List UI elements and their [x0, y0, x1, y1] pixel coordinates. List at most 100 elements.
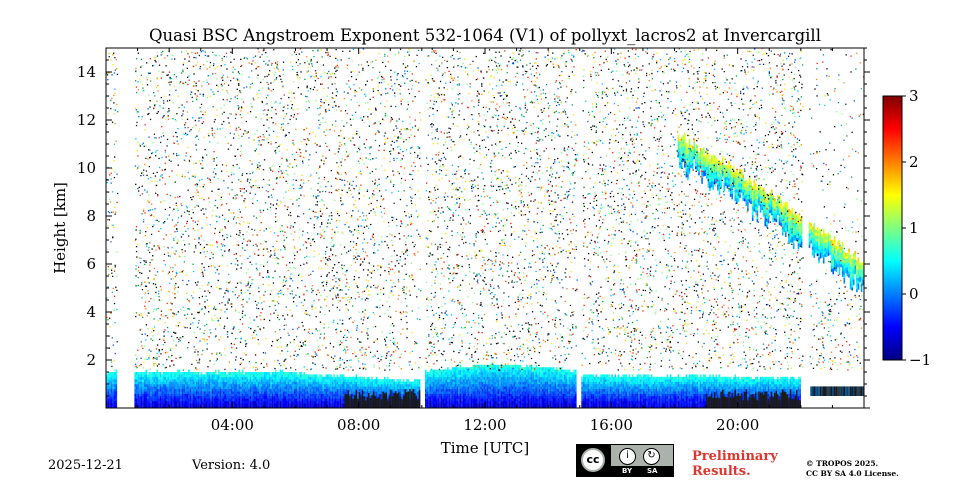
- bl-cell: [455, 388, 457, 392]
- bl-cell: [535, 369, 538, 373]
- bl-cell: [297, 374, 299, 378]
- bl-cell: [575, 400, 577, 404]
- bl-cell: [654, 376, 656, 380]
- bl-cell: [549, 391, 552, 394]
- bl-cell: [475, 393, 478, 397]
- bl-cell: [582, 386, 585, 390]
- bl-cell: [635, 400, 637, 404]
- bl-cell: [549, 393, 552, 397]
- bl-cell: [537, 393, 539, 397]
- bl-cell: [511, 405, 514, 408]
- bl-cell: [527, 374, 530, 378]
- bl-cell: [147, 391, 149, 394]
- bl-cell: [311, 398, 313, 402]
- bl-cell: [417, 388, 419, 392]
- bl-cell: [350, 391, 353, 394]
- bl-cell: [197, 384, 200, 387]
- bl-cell: [552, 403, 555, 406]
- bl-cell: [654, 405, 656, 408]
- bl-cell: [388, 391, 391, 394]
- bl-cell: [262, 393, 264, 397]
- bl-cell: [156, 379, 159, 382]
- bl-cell: [461, 369, 463, 373]
- bl-cell: [527, 386, 530, 390]
- bl-cell: [497, 388, 500, 392]
- bl-cell: [603, 398, 605, 402]
- bl-cell: [342, 398, 345, 402]
- bl-cell: [641, 400, 643, 404]
- bl-cell: [627, 376, 629, 380]
- bl-cell: [439, 381, 441, 385]
- bl-cell: [372, 379, 375, 382]
- bl-cell: [320, 388, 323, 392]
- bl-cell: [504, 403, 506, 406]
- bl-cell: [554, 393, 557, 397]
- bl-cell: [464, 384, 467, 387]
- bl-cell: [510, 374, 512, 378]
- bl-cell: [194, 396, 196, 399]
- bl-cell: [473, 396, 476, 399]
- bl-cell: [308, 393, 310, 397]
- bl-cell: [150, 384, 152, 387]
- bl-cell: [219, 381, 222, 385]
- bl-cell: [235, 396, 238, 399]
- bl-cell: [568, 384, 571, 387]
- bl-cell: [455, 386, 457, 390]
- bl-cell: [251, 384, 253, 387]
- bl-cell: [568, 369, 571, 373]
- bl-cell: [551, 396, 553, 399]
- bl-cell: [271, 398, 274, 402]
- bl-cell: [529, 376, 531, 380]
- bl-cell: [510, 381, 512, 385]
- bl-cell: [650, 374, 653, 378]
- bl-cell: [483, 388, 485, 392]
- bl-cell: [282, 381, 285, 385]
- bl-cell: [447, 393, 449, 397]
- bl-cell: [213, 372, 215, 375]
- bl-cell: [112, 384, 114, 387]
- bl-cell: [594, 376, 596, 380]
- bl-cell: [284, 384, 286, 387]
- bl-cell: [273, 398, 275, 402]
- bl-cell: [447, 388, 449, 392]
- bl-cell: [196, 372, 198, 375]
- bl-cell: [357, 396, 359, 399]
- bl-cell: [545, 379, 547, 382]
- bl-cell: [303, 393, 305, 397]
- bl-cell: [497, 396, 500, 399]
- bl-cell: [552, 388, 555, 392]
- bl-cell: [262, 372, 264, 375]
- bl-cell: [451, 376, 454, 380]
- bl-cell: [497, 400, 500, 404]
- bl-cell: [622, 379, 624, 382]
- bl-cell: [235, 403, 238, 406]
- bl-cell: [273, 391, 275, 394]
- bl-cell: [557, 386, 560, 390]
- bl-cell: [559, 376, 561, 380]
- bl-cell: [230, 386, 233, 390]
- bl-cell: [655, 403, 658, 406]
- bl-cell: [541, 388, 544, 392]
- bl-cell: [153, 405, 155, 408]
- bl-cell: [477, 386, 479, 390]
- bl-cell: [186, 384, 189, 387]
- bl-cell: [636, 391, 639, 394]
- bl-cell: [573, 374, 575, 378]
- bl-cell: [303, 381, 305, 385]
- bl-cell: [230, 400, 233, 404]
- bl-cell: [279, 374, 282, 378]
- bl-cell: [439, 379, 441, 382]
- bl-cell: [241, 384, 244, 387]
- bl-cell: [428, 376, 430, 380]
- bl-cell: [399, 384, 402, 387]
- bl-cell: [210, 400, 212, 404]
- bl-cell: [472, 386, 474, 390]
- bl-cell: [494, 384, 497, 387]
- bl-cell: [145, 384, 148, 387]
- bl-cell: [107, 405, 110, 408]
- bl-cell: [205, 388, 208, 392]
- bl-cell: [589, 381, 591, 385]
- bl-cell: [595, 376, 598, 380]
- bl-cell: [180, 379, 182, 382]
- bl-cell: [431, 386, 433, 390]
